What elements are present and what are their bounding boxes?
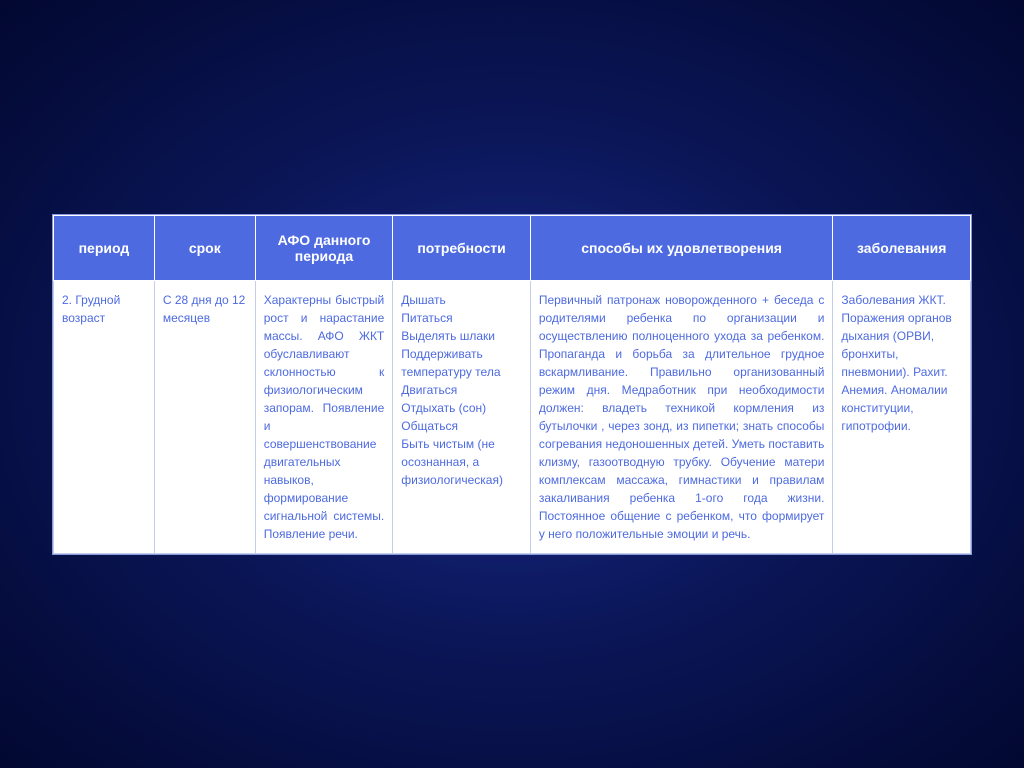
header-row: период срок АФО данного периода потребно… [54,215,971,280]
main-table-container: период срок АФО данного периода потребно… [52,214,972,555]
cell-period: 2. Грудной возраст [54,280,155,553]
cell-term: С 28 дня до 12 месяцев [154,280,255,553]
cell-needs: Дышать Питаться Выделять шлаки Поддержив… [393,280,531,553]
cell-ways: Первичный патронаж новорожденного + бесе… [530,280,833,553]
cell-diseases: Заболевания ЖКТ. Поражения органов дыхан… [833,280,971,553]
header-diseases: заболевания [833,215,971,280]
table-row: 2. Грудной возраст С 28 дня до 12 месяце… [54,280,971,553]
header-ways: способы их удовлетворения [530,215,833,280]
header-term: срок [154,215,255,280]
header-needs: потребности [393,215,531,280]
header-period: период [54,215,155,280]
header-afo: АФО данного периода [255,215,393,280]
cell-afo: Характерны быстрый рост и нарастание мас… [255,280,393,553]
periods-table: период срок АФО данного периода потребно… [53,215,971,554]
